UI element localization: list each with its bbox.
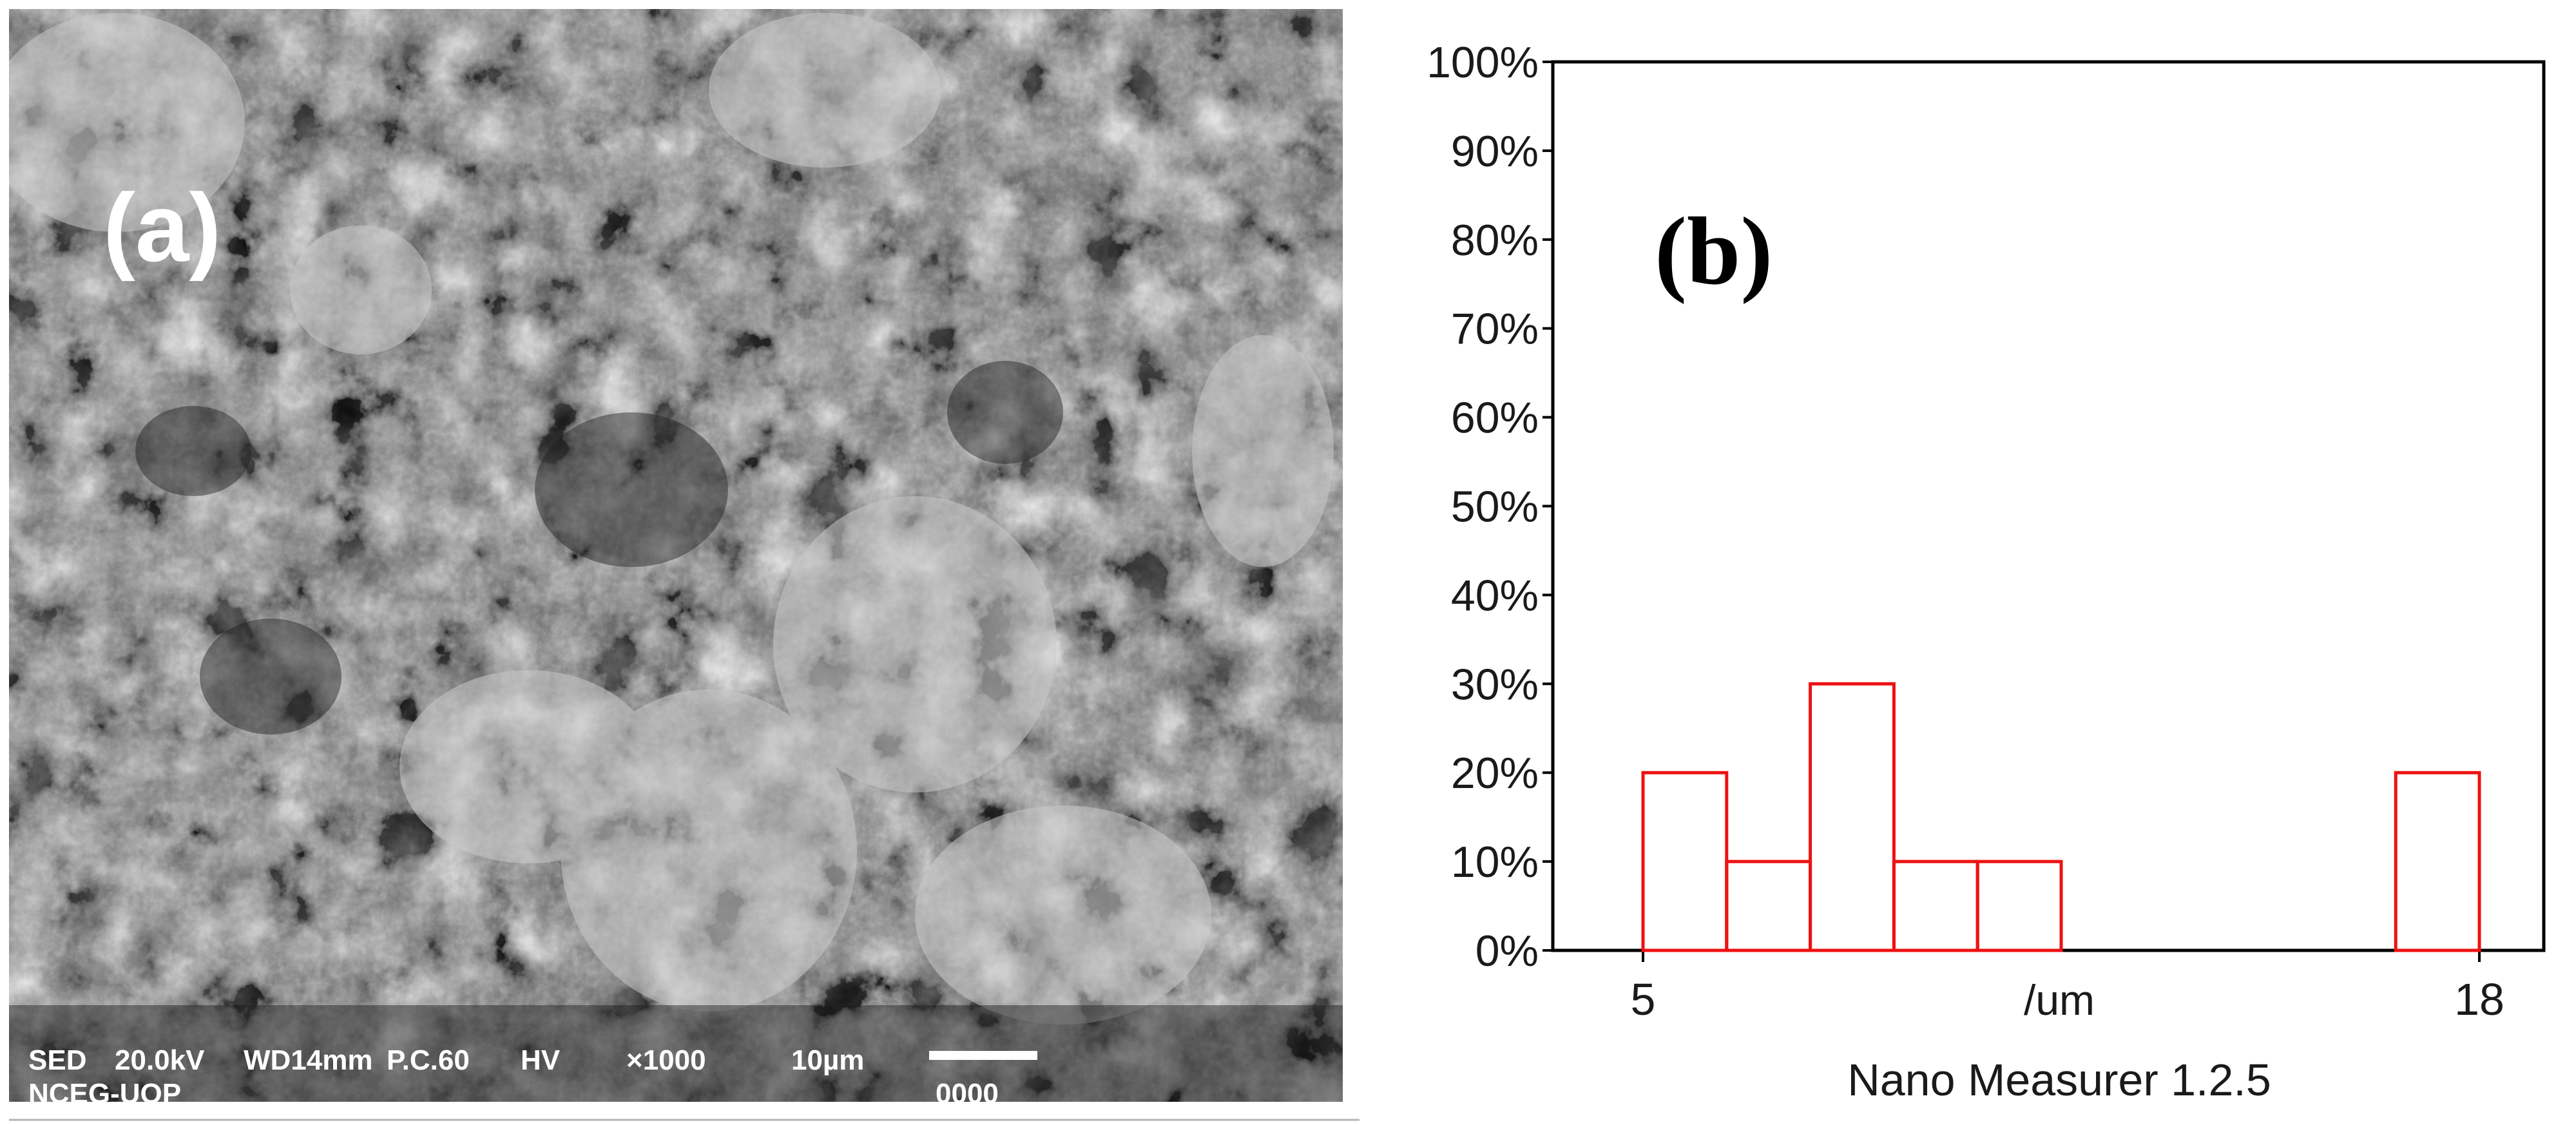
- y-tick-label: 60%: [1451, 394, 1539, 443]
- panel-a-label: (a): [103, 173, 221, 282]
- y-tick-label: 20%: [1451, 749, 1539, 798]
- sem-magnification: ×1000: [626, 1044, 706, 1076]
- histogram-bar: [2394, 771, 2481, 952]
- sem-lab-name: NCEG-UOP: [28, 1078, 181, 1110]
- sem-image: [9, 9, 1343, 1102]
- sem-voltage: 20.0kV: [115, 1044, 205, 1076]
- y-tick-label: 80%: [1451, 216, 1539, 265]
- sem-scale-label: 10µm: [791, 1044, 864, 1076]
- software-caption: Nano Measurer 1.2.5: [1847, 1055, 2271, 1105]
- sem-probe-current: P.C.60: [387, 1044, 470, 1076]
- x-axis: 5 18: [1631, 950, 2504, 1024]
- histogram-bar: [1641, 771, 1729, 952]
- y-tick-label: 90%: [1451, 127, 1539, 176]
- y-axis: 0% 10% 20% 30% 40% 50% 60% 70% 80% 90% 100%: [1427, 38, 1553, 976]
- sem-scale-bar: [929, 1051, 1037, 1060]
- y-tick-label: 10%: [1451, 838, 1539, 887]
- sem-image-number: 0000: [936, 1078, 999, 1110]
- y-tick-label: 70%: [1451, 305, 1539, 354]
- y-tick-label: 40%: [1451, 571, 1539, 620]
- histogram-bar: [1892, 860, 1979, 952]
- sem-vacuum-mode: HV: [521, 1044, 561, 1076]
- x-axis-unit-label: /um: [2024, 976, 2095, 1024]
- x-tick-label: 5: [1631, 974, 1656, 1024]
- histogram-panel: 0% 10% 20% 30% 40% 50% 60% 70% 80% 90% 100% 5 18 /u…: [1427, 38, 2546, 1105]
- y-tick-label: 30%: [1451, 660, 1539, 709]
- sem-micrograph-panel: (a) SED 20.0kV WD14mm P.C.60 HV ×1000 10…: [9, 9, 1343, 1110]
- y-tick-label: 0%: [1475, 927, 1539, 976]
- sem-detector: SED: [28, 1044, 86, 1076]
- histogram-bar: [1725, 860, 1812, 952]
- y-tick-label: 50%: [1451, 483, 1539, 532]
- x-tick-label: 18: [2454, 974, 2504, 1024]
- histogram-bar: [1809, 682, 1896, 952]
- histogram-bars: [1641, 682, 2481, 952]
- sem-working-distance: WD14mm: [244, 1044, 373, 1076]
- histogram-bar: [1975, 860, 2063, 952]
- panel-b-label: (b): [1655, 198, 1773, 305]
- y-tick-label: 100%: [1427, 38, 1539, 87]
